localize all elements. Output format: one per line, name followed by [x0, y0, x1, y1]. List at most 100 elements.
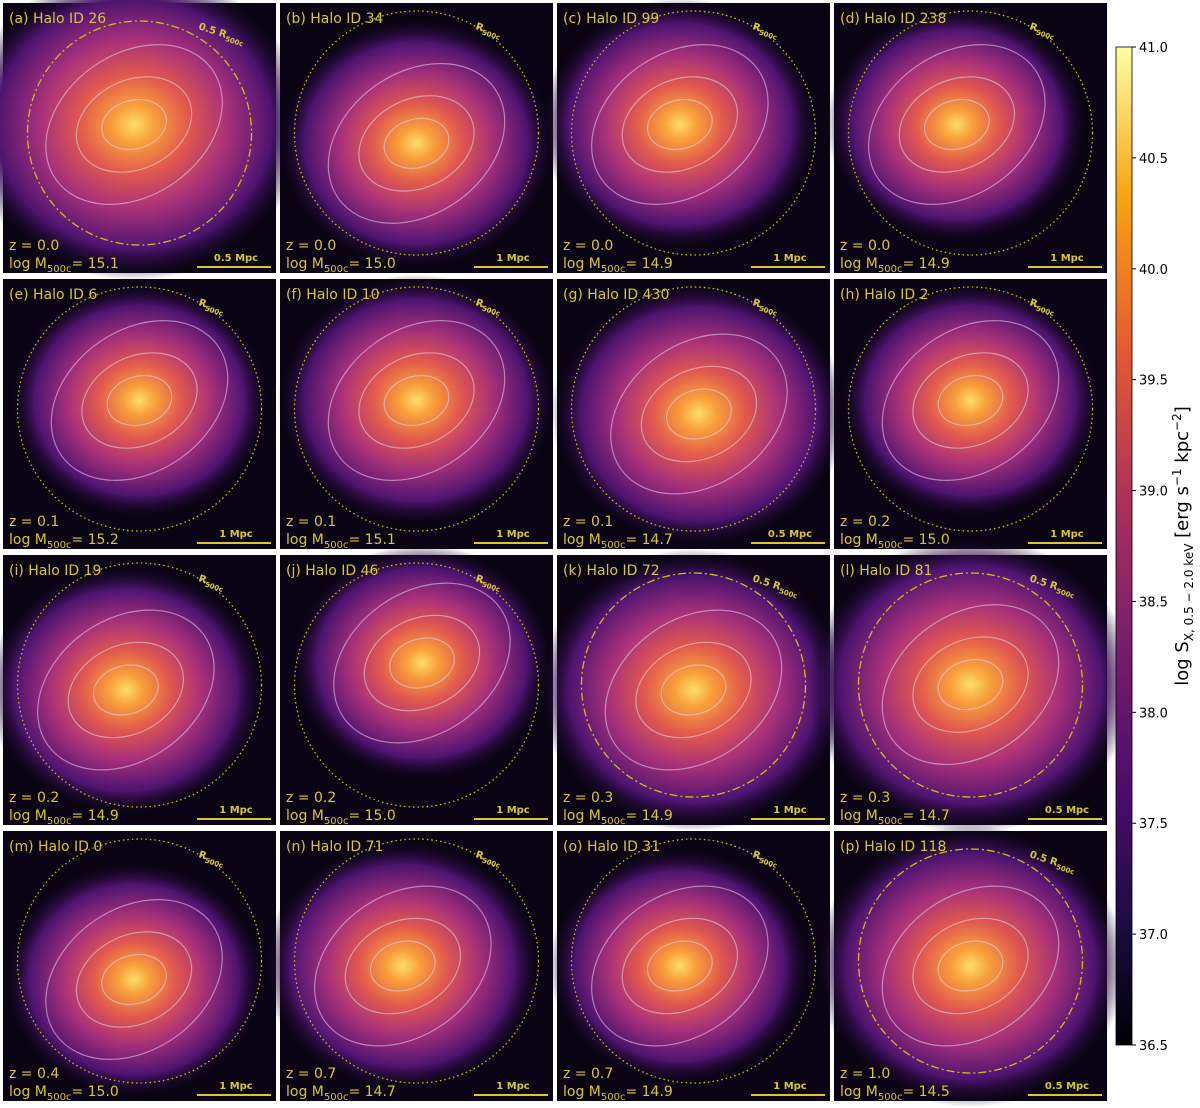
mass-value: = 15.0	[348, 808, 395, 824]
mass-symbol: log M	[9, 808, 47, 824]
scale-label: 0.5 Mpc	[214, 253, 258, 264]
contour	[591, 44, 769, 205]
radius-label-base: R	[197, 849, 208, 862]
mass: log M500c= 15.0	[9, 1084, 119, 1103]
scale-label: 1 Mpc	[496, 805, 530, 816]
scale-label: 1 Mpc	[773, 1081, 807, 1092]
colorbar-tick-label: 41.0	[1139, 41, 1168, 56]
mass-symbol: log M	[9, 1084, 47, 1100]
emission	[263, 839, 543, 1093]
panel-title: (j) Halo ID 46	[286, 563, 379, 579]
colorbar-tick-label: 38.0	[1139, 706, 1168, 721]
mass: log M500c= 15.1	[9, 256, 119, 275]
mass-symbol: log M	[286, 1084, 324, 1100]
mass-value: = 14.7	[625, 532, 672, 548]
radius-circle	[293, 838, 540, 1084]
emission	[839, 281, 1102, 520]
contour	[37, 609, 215, 771]
panel: (c) Halo ID 99 z = 0.0 log M500c= 14.9 1 Mp…	[540, 0, 830, 275]
contour	[610, 333, 788, 495]
mass-value: = 14.5	[902, 1084, 949, 1100]
radius-label-base: R	[474, 573, 485, 586]
mass: log M500c= 14.7	[563, 532, 673, 551]
colorbar-label-part: −2	[1170, 413, 1184, 431]
mass: log M500c= 15.1	[286, 532, 396, 551]
colorbar-label: log SX, 0.5 − 2.0 keV [erg s−1 kpc−2]	[1170, 406, 1196, 686]
mass-subscript: 500c	[324, 1092, 349, 1103]
mass-symbol: log M	[563, 256, 601, 272]
panel: (m) Halo ID 0 z = 0.4 log M500c= 15.0 1 Mpc…	[3, 831, 276, 1103]
contour	[666, 388, 732, 440]
contour	[67, 641, 185, 739]
emission	[277, 17, 556, 270]
mass-subscript: 500c	[878, 264, 903, 275]
contour	[640, 365, 758, 463]
mass: log M500c= 14.9	[563, 808, 673, 827]
colorbar-tick-label: 40.5	[1139, 152, 1168, 167]
contour	[363, 614, 481, 712]
scale-label: 1 Mpc	[219, 529, 253, 540]
mass-subscript: 500c	[47, 1092, 72, 1103]
contour	[106, 374, 173, 427]
redshift: z = 0.1	[9, 514, 59, 530]
radius-label-base: R	[1028, 297, 1039, 310]
mass-value: = 15.1	[348, 532, 395, 548]
mass: log M500c= 14.9	[563, 256, 673, 275]
panel-title: (n) Halo ID 71	[286, 839, 383, 855]
contour	[344, 917, 462, 1015]
panel-title: (p) Halo ID 118	[840, 839, 946, 855]
colorbar	[1115, 46, 1133, 1046]
panel: (b) Halo ID 34 z = 0.0 log M500c= 15.0 1 Mp…	[277, 3, 556, 275]
panel: (a) Halo ID 26 z = 0.0 log M500c= 15.1 0.5 …	[0, 0, 306, 281]
scale-label: 1 Mpc	[773, 805, 807, 816]
contour	[881, 604, 1060, 766]
mass-symbol: log M	[9, 256, 47, 272]
emission	[3, 860, 266, 1099]
mass-value: = 15.0	[348, 256, 395, 272]
mass-subscript: 500c	[878, 1092, 903, 1103]
redshift: z = 0.2	[286, 790, 336, 806]
mass-value: = 14.7	[902, 808, 949, 824]
mass-symbol: log M	[563, 532, 601, 548]
panel: (e) Halo ID 6 z = 0.1 log M500c= 15.2 1 Mpc…	[3, 279, 276, 551]
panel-title: (d) Halo ID 238	[840, 11, 946, 27]
radius-label-base: R	[751, 21, 762, 34]
scale-label: 1 Mpc	[1050, 529, 1084, 540]
contour	[868, 44, 1046, 205]
mass-subscript: 500c	[878, 540, 903, 551]
radius-circle	[16, 562, 263, 808]
mass-value: = 14.9	[71, 808, 118, 824]
emission	[540, 0, 820, 251]
mass-subscript: 500c	[601, 264, 626, 275]
contour	[327, 62, 506, 224]
emission	[551, 280, 847, 548]
colorbar-tick-label: 37.5	[1139, 817, 1168, 832]
contour	[646, 98, 713, 151]
radius-circle	[847, 286, 1094, 532]
panel-title: (b) Halo ID 34	[286, 11, 384, 27]
panel-title: (c) Halo ID 99	[563, 11, 659, 27]
scale-label: 1 Mpc	[496, 1081, 530, 1092]
panel-title: (e) Halo ID 6	[9, 287, 97, 303]
mass-symbol: log M	[840, 532, 878, 548]
mass-value: = 14.7	[348, 1084, 395, 1100]
panel-title: (m) Halo ID 0	[9, 839, 102, 855]
emission	[0, 0, 306, 281]
contour	[912, 917, 1029, 1015]
radius-circle	[857, 848, 1084, 1074]
emission	[814, 824, 1127, 1108]
radius-label-base: R	[474, 297, 485, 310]
emission	[548, 847, 811, 1085]
radius-label-base: R	[197, 573, 208, 586]
contour	[621, 76, 739, 173]
mass: log M500c= 15.0	[286, 808, 396, 827]
panel: (i) Halo ID 19 z = 0.2 log M500c= 14.9 1 Mp…	[0, 555, 276, 827]
contour	[101, 98, 167, 151]
redshift: z = 0.1	[563, 514, 613, 530]
radius-label-base: R	[1028, 21, 1039, 34]
mass-symbol: log M	[840, 256, 878, 272]
redshift: z = 0.0	[840, 238, 890, 254]
radius-circle	[857, 572, 1084, 798]
